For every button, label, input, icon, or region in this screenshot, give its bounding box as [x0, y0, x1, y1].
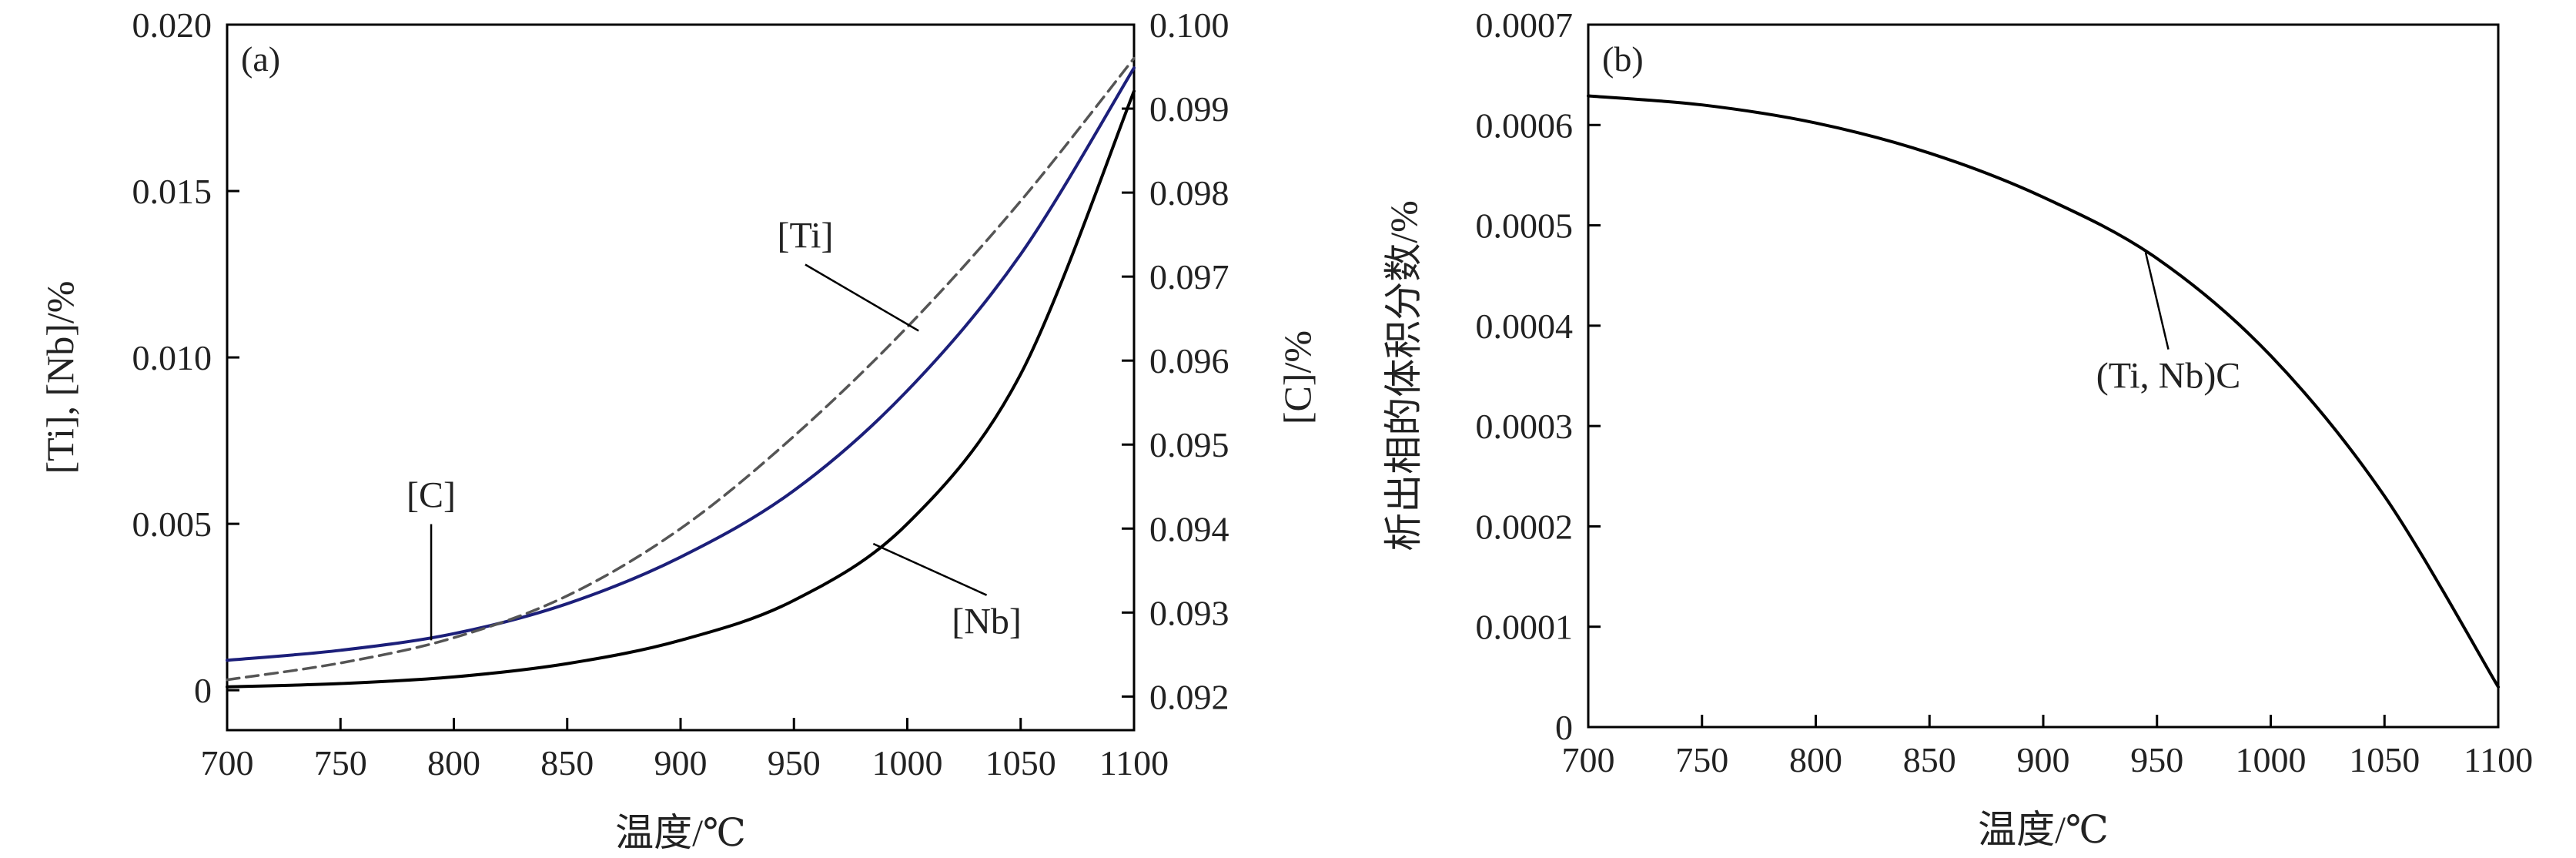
- x-tick-label: 900: [654, 743, 708, 783]
- annotation-label: [Ti]: [778, 215, 834, 256]
- y-tick-label: 0.0005: [1476, 206, 1574, 246]
- x-tick-label: 750: [1675, 740, 1728, 779]
- y2-tick-label: 0.094: [1149, 509, 1229, 548]
- x-tick-label: 1050: [985, 743, 1056, 783]
- x-axis-title: 温度/℃: [1978, 808, 2109, 851]
- y-tick-label: 0.0003: [1476, 407, 1574, 446]
- y-tick-label: 0.0007: [1476, 5, 1574, 45]
- annotation-label: (Ti, Nb)C: [2096, 356, 2241, 397]
- x-tick-label: 800: [427, 743, 480, 783]
- y-tick-label: 0: [1555, 708, 1573, 747]
- y2-tick-label: 0.099: [1149, 89, 1229, 129]
- x-tick-label: 1000: [872, 743, 943, 783]
- x-tick-label: 800: [1789, 740, 1842, 779]
- y2-tick-label: 0.093: [1149, 593, 1229, 632]
- y2-tick-label: 0.092: [1149, 677, 1229, 716]
- x-tick-label: 700: [201, 743, 254, 783]
- chart-panel-a: 700 750 800 850 900 950 1000 1050 1100 0 0.005 0.01…: [38, 5, 1319, 854]
- annotation-leader: [2144, 252, 2170, 350]
- annotation-leader: [872, 542, 988, 596]
- y-tick-label: 0: [194, 671, 212, 710]
- x-tick-label: 1000: [2236, 740, 2307, 779]
- y-tick-label: 0.020: [132, 5, 212, 45]
- series-line-ti-nb-c: [1587, 94, 2500, 689]
- y-tick-label: 0.015: [132, 172, 212, 211]
- x-tick-label: 700: [1562, 740, 1615, 779]
- annotation-label: [Nb]: [952, 602, 1022, 642]
- y2-tick-label: 0.100: [1149, 5, 1229, 45]
- y-axis-title: [Ti], [Nb]/%: [38, 281, 82, 474]
- annotation-leader: [805, 263, 919, 332]
- x-tick-label: 750: [314, 743, 367, 783]
- x-tick-label: 950: [2130, 740, 2183, 779]
- panel-label: (b): [1602, 39, 1644, 79]
- plot-frame: [1587, 23, 2500, 729]
- x-tick-label: 950: [768, 743, 821, 783]
- y-tick-label: 0.0001: [1476, 608, 1574, 647]
- y2-tick-label: 0.098: [1149, 173, 1229, 213]
- x-tick-label: 850: [1903, 740, 1956, 779]
- annotation-label: [C]: [406, 475, 456, 516]
- y-axis-title: 析出相的体积分数/%: [1382, 200, 1425, 551]
- y2-tick-label: 0.097: [1149, 257, 1229, 297]
- y-tick-label: 0.0006: [1476, 106, 1574, 145]
- series-line-ti: [226, 66, 1136, 662]
- series-line-c: [226, 56, 1136, 682]
- x-tick-label: 1050: [2349, 740, 2420, 779]
- y2-tick-label: 0.095: [1149, 425, 1229, 464]
- y-tick-label: 0.0004: [1476, 307, 1574, 346]
- y2-axis-title: [C]/%: [1276, 330, 1319, 424]
- x-tick-label: 1100: [1099, 743, 1169, 783]
- y-tick-label: 0.0002: [1476, 507, 1574, 546]
- x-tick-label: 850: [540, 743, 594, 783]
- x-tick-label: 900: [2017, 740, 2070, 779]
- x-tick-label: 1100: [2464, 740, 2533, 779]
- chart-panel-b: 700 750 800 850 900 950 1000 1050 1100 0 0.0001 0.0…: [1382, 5, 2533, 851]
- y-tick-label: 0.010: [132, 338, 212, 377]
- x-axis-title: 温度/℃: [615, 811, 746, 854]
- panel-label: (a): [241, 39, 280, 79]
- series-line-nb: [226, 89, 1136, 689]
- y2-tick-label: 0.096: [1149, 341, 1229, 380]
- y-tick-label: 0.005: [132, 504, 212, 544]
